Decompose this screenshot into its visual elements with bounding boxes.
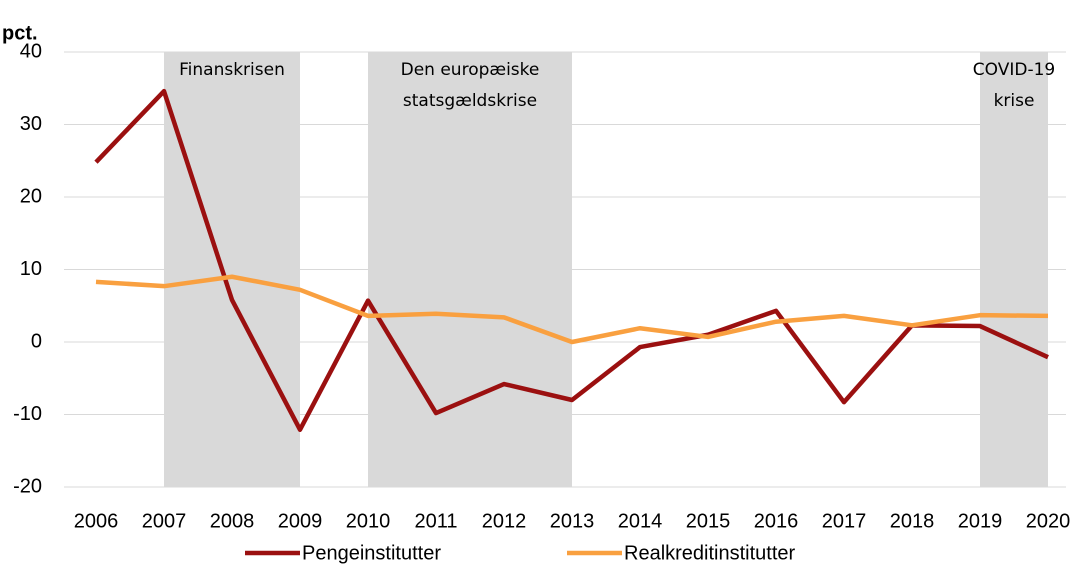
x-tick-label: 2012	[482, 510, 527, 532]
x-tick-label: 2016	[754, 510, 799, 532]
x-tick-label: 2017	[822, 510, 867, 532]
x-tick-label: 2011	[414, 510, 457, 532]
period-label: statsgældskrise	[403, 91, 537, 111]
x-tick-label: 2020	[1026, 510, 1071, 532]
y-tick-label: 20	[20, 185, 42, 207]
period-label: krise	[994, 91, 1035, 111]
x-tick-label: 2018	[890, 510, 935, 532]
x-tick-label: 2019	[958, 510, 1003, 532]
legend-label: Pengeinstitutter	[302, 542, 441, 564]
legend-label: Realkreditinstitutter	[624, 542, 796, 564]
x-tick-label: 2009	[278, 510, 323, 532]
series-line	[95, 274, 1049, 345]
y-tick-label: -20	[13, 475, 42, 497]
series-line	[94, 88, 1049, 432]
y-tick-label: 30	[20, 113, 42, 135]
x-tick-label: 2015	[686, 510, 731, 532]
x-tick-label: 2008	[210, 510, 255, 532]
y-axis-label: pct.	[2, 22, 38, 44]
period-label: Den europæiske	[401, 60, 540, 80]
x-tick-label: 2013	[550, 510, 595, 532]
y-tick-label: 40	[20, 40, 42, 62]
period-label: Finanskrisen	[179, 60, 285, 80]
period-label: COVID-19	[973, 60, 1055, 80]
x-tick-label: 2010	[346, 510, 391, 532]
y-tick-label: 0	[31, 330, 42, 352]
x-tick-label: 2007	[142, 510, 187, 532]
x-tick-label: 2006	[74, 510, 119, 532]
x-tick-label: 2014	[618, 510, 663, 532]
y-tick-label: -10	[13, 403, 42, 425]
y-tick-label: 10	[20, 258, 42, 280]
